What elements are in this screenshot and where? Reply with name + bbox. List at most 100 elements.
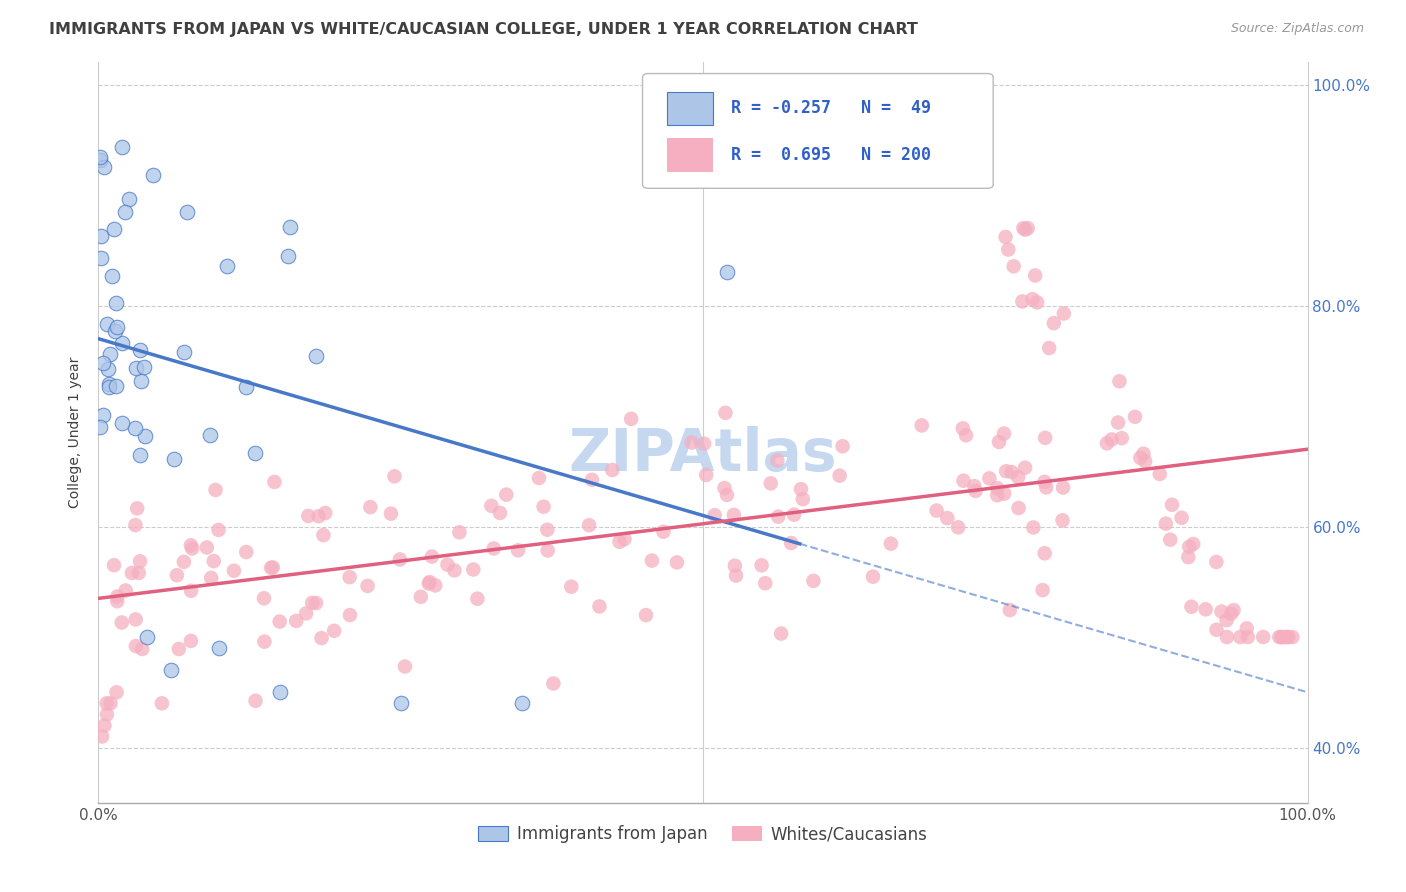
Point: [1177, 550, 1199, 565]
Point: [602, 463, 624, 477]
Point: [91, 730, 114, 744]
Point: [260, 561, 283, 575]
Point: [269, 685, 291, 699]
Point: [101, 268, 124, 283]
Point: [380, 507, 402, 521]
Point: [356, 579, 378, 593]
Point: [305, 349, 328, 363]
FancyBboxPatch shape: [666, 138, 713, 171]
Point: [314, 506, 336, 520]
Point: [986, 481, 1008, 495]
Y-axis label: College, Under 1 year: College, Under 1 year: [69, 357, 83, 508]
Point: [124, 421, 146, 435]
Point: [1180, 599, 1202, 614]
Point: [93, 718, 115, 732]
Point: [235, 545, 257, 559]
Point: [1195, 602, 1218, 616]
Point: [1101, 433, 1123, 447]
Point: [1275, 630, 1298, 644]
Point: [1215, 613, 1237, 627]
Point: [105, 379, 128, 393]
Point: [489, 506, 512, 520]
Point: [394, 659, 416, 673]
Text: ZIPAtlas: ZIPAtlas: [568, 426, 838, 483]
Point: [1178, 540, 1201, 554]
Point: [217, 259, 239, 273]
Text: R =  0.695   N = 200: R = 0.695 N = 200: [731, 146, 931, 164]
Point: [780, 536, 803, 550]
Point: [998, 603, 1021, 617]
Point: [1161, 498, 1184, 512]
Point: [1002, 260, 1025, 274]
Point: [166, 568, 188, 582]
Point: [181, 541, 204, 556]
Point: [163, 452, 186, 467]
Point: [754, 576, 776, 591]
Point: [1229, 630, 1251, 644]
Point: [533, 500, 555, 514]
Point: [1274, 630, 1296, 644]
Point: [1170, 510, 1192, 524]
Point: [1007, 501, 1029, 516]
Point: [114, 204, 136, 219]
Point: [1220, 607, 1243, 621]
Point: [311, 631, 333, 645]
Point: [1014, 223, 1036, 237]
Point: [97, 380, 120, 394]
Point: [425, 578, 447, 592]
Point: [1033, 546, 1056, 560]
Point: [339, 608, 361, 623]
Point: [1052, 481, 1074, 495]
Point: [160, 663, 183, 677]
Point: [1149, 467, 1171, 481]
Point: [305, 596, 328, 610]
Point: [790, 482, 813, 496]
Point: [1014, 460, 1036, 475]
Point: [200, 571, 222, 585]
Point: [634, 608, 657, 623]
Point: [993, 426, 1015, 441]
Point: [1251, 630, 1274, 644]
Point: [828, 468, 851, 483]
Point: [783, 508, 806, 522]
Point: [253, 591, 276, 606]
Point: [98, 347, 121, 361]
Point: [253, 634, 276, 648]
Point: [134, 359, 156, 374]
Point: [925, 503, 948, 517]
Point: [89, 229, 111, 244]
Point: [946, 520, 969, 534]
Point: [1026, 295, 1049, 310]
Point: [103, 222, 125, 236]
Point: [963, 479, 986, 493]
Point: [716, 488, 738, 502]
Point: [124, 612, 146, 626]
Point: [388, 552, 411, 566]
Point: [862, 569, 884, 583]
Point: [1154, 516, 1177, 531]
Point: [995, 464, 1018, 478]
Point: [1159, 533, 1181, 547]
Point: [150, 697, 173, 711]
Point: [952, 421, 974, 435]
Point: [1021, 292, 1043, 306]
Point: [652, 524, 675, 539]
Point: [620, 412, 643, 426]
Point: [988, 434, 1011, 449]
Text: Source: ZipAtlas.com: Source: ZipAtlas.com: [1230, 22, 1364, 36]
Point: [173, 345, 195, 359]
Point: [420, 549, 443, 564]
Point: [98, 377, 121, 392]
Point: [482, 541, 505, 556]
Point: [262, 560, 284, 574]
Point: [124, 518, 146, 533]
Point: [280, 219, 302, 234]
Point: [96, 707, 118, 722]
Point: [613, 532, 636, 546]
Point: [89, 419, 111, 434]
Point: [207, 523, 229, 537]
Point: [180, 583, 202, 598]
Point: [389, 697, 412, 711]
Point: [142, 168, 165, 182]
Point: [135, 630, 157, 644]
